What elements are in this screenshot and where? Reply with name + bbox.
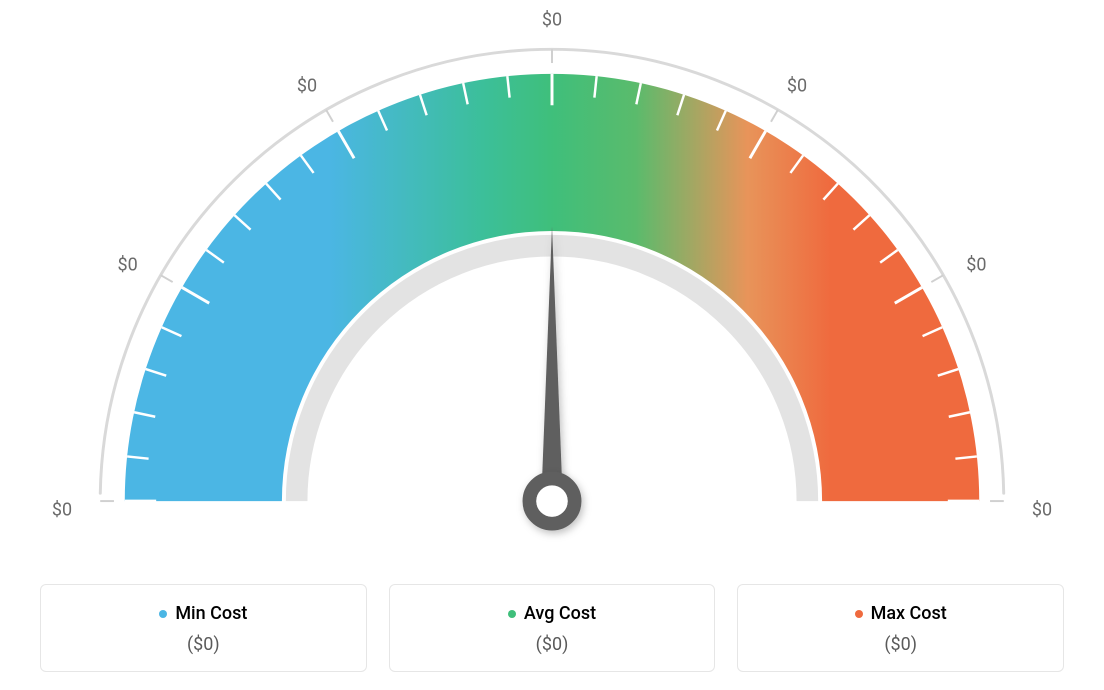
scale-label: $0: [1032, 500, 1052, 521]
legend-value-avg: ($0): [400, 634, 705, 655]
legend-label-max: Max Cost: [871, 603, 947, 624]
legend-value-max: ($0): [748, 634, 1053, 655]
scale-label: $0: [966, 255, 986, 276]
dot-icon: [508, 610, 516, 618]
legend-card-max: Max Cost ($0): [737, 584, 1064, 673]
dot-icon: [159, 610, 167, 618]
legend-card-avg: Avg Cost ($0): [389, 584, 716, 673]
scale-label: $0: [787, 75, 807, 96]
legend-label-avg: Avg Cost: [524, 603, 596, 624]
legend-label-min: Min Cost: [175, 603, 247, 624]
scale-label: $0: [52, 500, 72, 521]
gauge-chart: $0 $0 $0 $0 $0 $0 $0: [0, 0, 1104, 560]
gauge-svg: [52, 10, 1052, 560]
legend-card-min: Min Cost ($0): [40, 584, 367, 673]
legend-row: Min Cost ($0) Avg Cost ($0) Max Cost ($0…: [40, 584, 1064, 673]
scale-label: $0: [542, 10, 562, 31]
scale-label: $0: [118, 255, 138, 276]
legend-value-min: ($0): [51, 634, 356, 655]
scale-label: $0: [297, 75, 317, 96]
dot-icon: [855, 610, 863, 618]
